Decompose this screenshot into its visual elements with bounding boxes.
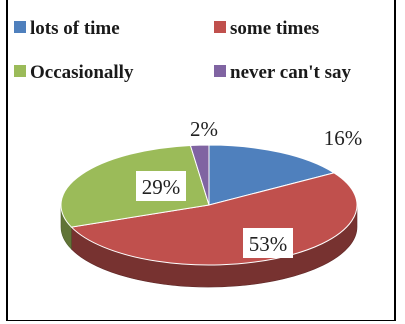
data-label-text: 16% [324,126,363,150]
legend-label: some times [230,18,320,39]
chart-frame: lots of time some times Occasionally nev… [6,0,396,321]
pie-slice-never-can-t-say [189,144,210,206]
data-label-text: 2% [190,117,218,141]
data-label-2: 29% [136,171,186,201]
legend-swatch [14,65,26,77]
legend-item-never-cant-say: never can't say [214,62,351,84]
data-label-bg [243,228,293,258]
legend-item-lots-of-time: lots of time [14,18,120,40]
data-label-text: 53% [249,232,288,256]
data-label-3: 2% [190,117,218,141]
data-label-bg [136,171,186,201]
legend-label: lots of time [30,18,120,39]
legend-label: Occasionally [30,62,134,83]
data-label-0: 16% [324,126,363,150]
legend-swatch [214,65,226,77]
data-label-1: 53% [243,228,293,258]
data-label-text: 29% [142,175,181,199]
pie-slice-occasionally [60,144,210,228]
pie-slice-lots-of-time [208,144,336,206]
pie-chart: 16% 53% 29% 2% [60,117,363,288]
legend-swatch [14,21,26,33]
legend-swatch [214,21,226,33]
legend-label: never can't say [230,62,352,83]
legend-item-some-times: some times [214,18,319,40]
legend-item-occasionally: Occasionally [14,62,133,84]
